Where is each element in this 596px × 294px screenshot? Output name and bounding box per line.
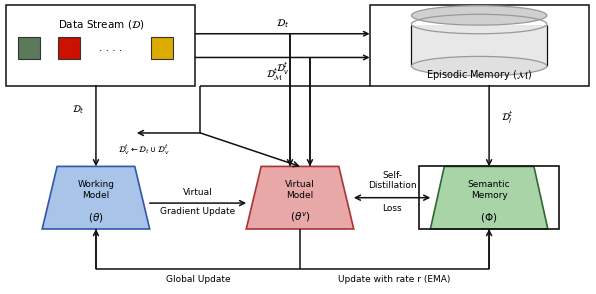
FancyArrowPatch shape xyxy=(308,59,312,165)
Text: Global Update: Global Update xyxy=(166,275,230,284)
Polygon shape xyxy=(246,166,354,229)
FancyArrowPatch shape xyxy=(138,131,200,136)
FancyBboxPatch shape xyxy=(18,37,40,59)
Ellipse shape xyxy=(411,6,547,25)
Text: $(\Phi)$: $(\Phi)$ xyxy=(480,211,498,224)
Text: Semantic
Memory: Semantic Memory xyxy=(468,180,510,200)
FancyBboxPatch shape xyxy=(58,37,80,59)
Text: Gradient Update: Gradient Update xyxy=(160,207,235,216)
FancyArrowPatch shape xyxy=(195,31,368,36)
Text: Episodic Memory $(\mathcal{M})$: Episodic Memory $(\mathcal{M})$ xyxy=(426,68,532,82)
FancyArrowPatch shape xyxy=(150,201,244,206)
FancyBboxPatch shape xyxy=(411,25,547,66)
Polygon shape xyxy=(430,166,548,229)
Text: Data Stream $(\mathcal{D})$: Data Stream $(\mathcal{D})$ xyxy=(58,18,144,31)
Text: Self-
Distillation: Self- Distillation xyxy=(368,171,417,190)
Text: $(\theta)$: $(\theta)$ xyxy=(88,211,104,224)
FancyArrowPatch shape xyxy=(486,86,492,165)
FancyBboxPatch shape xyxy=(7,5,195,86)
Text: Virtual
Model: Virtual Model xyxy=(285,180,315,200)
FancyBboxPatch shape xyxy=(151,37,173,59)
Text: $\mathcal{D}_v^t$: $\mathcal{D}_v^t$ xyxy=(275,60,290,77)
Text: . . . .: . . . . xyxy=(100,43,123,53)
FancyArrowPatch shape xyxy=(200,133,299,167)
Text: Update with rate r (EMA): Update with rate r (EMA) xyxy=(339,275,451,284)
Text: $(\theta^v)$: $(\theta^v)$ xyxy=(290,211,311,224)
Text: $\mathcal{D}_t$: $\mathcal{D}_t$ xyxy=(276,18,289,31)
FancyArrowPatch shape xyxy=(486,231,492,269)
Text: Virtual: Virtual xyxy=(183,188,213,197)
FancyBboxPatch shape xyxy=(370,5,589,86)
Text: $\mathcal{D}_l^t$: $\mathcal{D}_l^t$ xyxy=(501,109,514,126)
Text: Loss: Loss xyxy=(382,204,402,213)
Text: $\mathcal{D}_{\mathcal{M}}^t$: $\mathcal{D}_{\mathcal{M}}^t$ xyxy=(266,67,284,83)
FancyArrowPatch shape xyxy=(94,86,98,165)
Text: $\mathcal{D}_v^t \leftarrow \mathcal{D}_t \cup \mathcal{D}_v^t$: $\mathcal{D}_v^t \leftarrow \mathcal{D}_… xyxy=(118,142,170,157)
FancyArrowPatch shape xyxy=(355,195,429,200)
Text: $\mathcal{D}_t$: $\mathcal{D}_t$ xyxy=(72,103,85,116)
Text: Working
Model: Working Model xyxy=(77,180,114,200)
FancyArrowPatch shape xyxy=(287,35,293,165)
Ellipse shape xyxy=(411,56,547,76)
Polygon shape xyxy=(42,166,150,229)
FancyArrowPatch shape xyxy=(94,231,98,269)
FancyArrowPatch shape xyxy=(195,55,368,60)
